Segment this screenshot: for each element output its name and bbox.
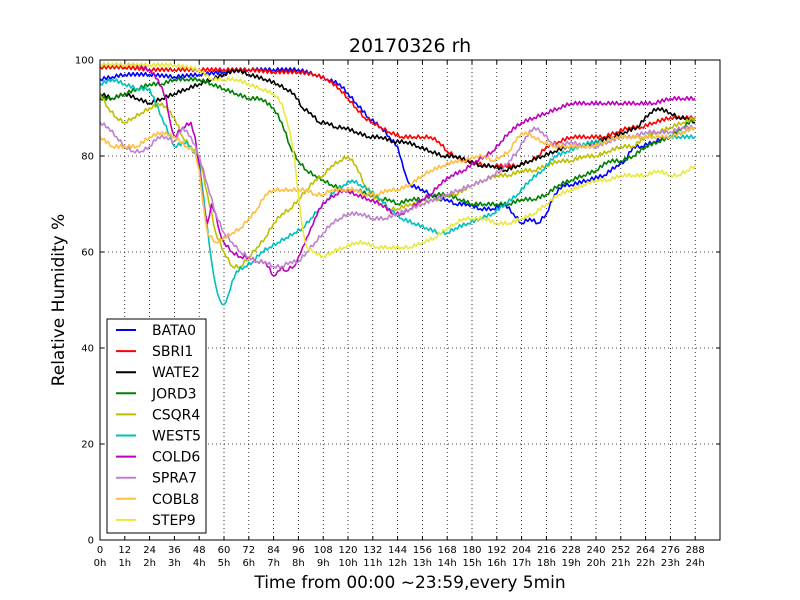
x-tick-label: 60	[218, 545, 231, 556]
x-tick-sublabel: 21h	[611, 558, 630, 569]
x-tick-label: 12	[118, 545, 131, 556]
x-tick-label: 264	[636, 545, 655, 556]
y-tick-label: 20	[81, 440, 94, 451]
x-tick-label: 24	[143, 545, 156, 556]
x-tick-label: 252	[611, 545, 630, 556]
series-line-wate2	[99, 68, 696, 173]
x-tick-label: 132	[363, 545, 382, 556]
x-tick-label: 0	[97, 545, 103, 556]
legend-label: WEST5	[152, 429, 201, 445]
x-tick-label: 240	[586, 545, 605, 556]
x-tick-sublabel: 11h	[363, 558, 382, 569]
x-tick-label: 156	[413, 545, 432, 556]
legend-label: SBRI1	[152, 344, 193, 360]
x-tick-sublabel: 5h	[218, 558, 231, 569]
series-line-cobl8	[99, 126, 696, 244]
x-tick-sublabel: 22h	[636, 558, 655, 569]
series-line-jord3	[99, 76, 696, 207]
chart-title: 20170326 rh	[349, 35, 471, 57]
x-tick-sublabel: 19h	[562, 558, 581, 569]
x-tick-label: 228	[562, 545, 581, 556]
legend-label: COLD6	[152, 450, 200, 466]
y-tick-label: 80	[81, 152, 94, 163]
x-tick-sublabel: 7h	[267, 558, 280, 569]
legend-label: BATA0	[152, 323, 196, 339]
x-tick-sublabel: 4h	[193, 558, 206, 569]
axis-ticks	[99, 59, 720, 541]
plot-frame	[99, 59, 721, 541]
x-tick-label: 72	[242, 545, 255, 556]
x-tick-sublabel: 1h	[118, 558, 131, 569]
legend-label: STEP9	[152, 513, 196, 529]
x-tick-label: 36	[168, 545, 181, 556]
x-tick-sublabel: 17h	[512, 558, 531, 569]
x-tick-sublabel: 18h	[537, 558, 556, 569]
x-tick-sublabel: 2h	[143, 558, 156, 569]
x-tick-sublabel: 10h	[338, 558, 357, 569]
x-tick-sublabel: 3h	[168, 558, 181, 569]
y-tick-label: 40	[81, 344, 94, 355]
x-tick-sublabel: 16h	[487, 558, 506, 569]
series-line-spra7	[99, 121, 696, 269]
x-tick-label: 48	[193, 545, 206, 556]
x-axis-title: Time from 00:00 ~23:59,every 5min	[253, 573, 565, 593]
x-tick-label: 180	[462, 545, 481, 556]
legend-label: WATE2	[152, 365, 200, 381]
x-tick-label: 96	[292, 545, 305, 556]
y-tick-label: 60	[81, 248, 94, 259]
x-tick-sublabel: 23h	[661, 558, 680, 569]
x-tick-label: 288	[686, 545, 705, 556]
grid-lines	[100, 60, 720, 540]
x-tick-label: 192	[487, 545, 506, 556]
x-tick-label: 204	[512, 545, 531, 556]
x-tick-label: 108	[314, 545, 333, 556]
legend-label: CSQR4	[152, 407, 200, 423]
legend-label: JORD3	[151, 386, 197, 402]
series-line-cold6	[99, 62, 696, 277]
x-tick-sublabel: 0h	[94, 558, 107, 569]
x-tick-sublabel: 8h	[292, 558, 305, 569]
x-tick-sublabel: 20h	[586, 558, 605, 569]
x-tick-label: 84	[267, 545, 280, 556]
series-lines	[99, 62, 696, 306]
legend-label: COBL8	[152, 492, 199, 508]
legend-box	[106, 318, 207, 534]
x-tick-label: 168	[438, 545, 457, 556]
x-tick-sublabel: 9h	[317, 558, 330, 569]
x-tick-sublabel: 24h	[686, 558, 705, 569]
x-tick-sublabel: 13h	[413, 558, 432, 569]
x-tick-label: 144	[388, 545, 407, 556]
x-tick-sublabel: 15h	[462, 558, 481, 569]
x-tick-label: 216	[537, 545, 556, 556]
x-axis-tick-labels: 0 0h 12 1h 24 2h 36 3h 48 4h 60 5h 72 6h 84 7h 96 8h 108 9h…	[94, 545, 705, 569]
legend: BATA0 SBRI1 WATE2 JORD3 CSQR4 WEST5 COLD6 SPRA7…	[106, 318, 207, 534]
x-tick-sublabel: 14h	[438, 558, 457, 569]
y-tick-label: 100	[75, 56, 94, 67]
x-tick-label: 276	[661, 545, 680, 556]
x-tick-sublabel: 6h	[242, 558, 255, 569]
series-line-bata0	[99, 67, 696, 225]
y-tick-label: 0	[88, 536, 94, 547]
y-axis-title: Relative Humidity %	[49, 214, 69, 387]
y-axis-tick-labels: 0 20 40 60 80 100	[75, 56, 94, 547]
legend-label: SPRA7	[152, 471, 197, 487]
x-tick-label: 120	[338, 545, 357, 556]
x-tick-sublabel: 12h	[388, 558, 407, 569]
series-line-step9	[99, 62, 696, 259]
